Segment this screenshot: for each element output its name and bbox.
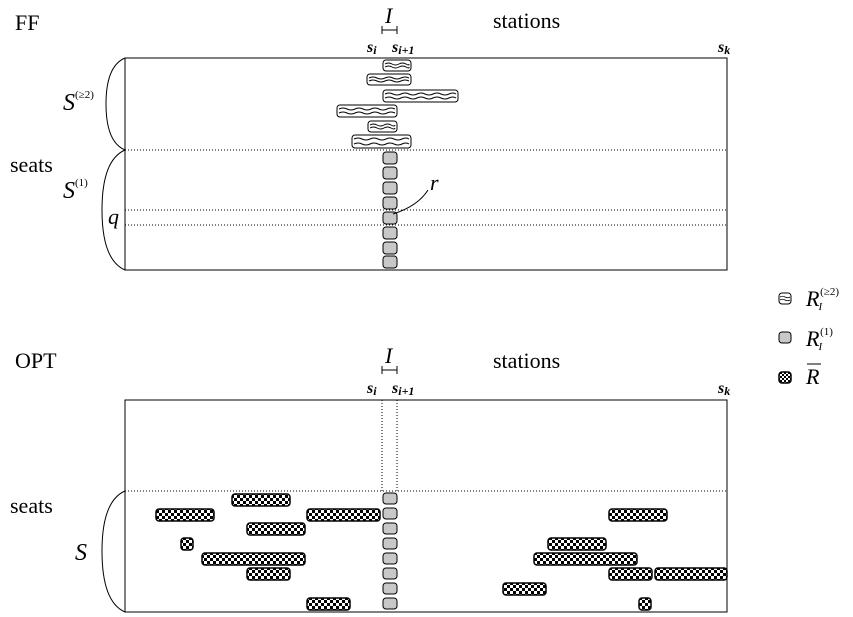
checker-request [608, 567, 653, 581]
opt-station-si1: si+1 [391, 380, 414, 398]
checker-request [654, 567, 728, 581]
svg-text:RI(≥2): RI(≥2) [805, 286, 839, 313]
checker-request [533, 552, 638, 566]
opt-panel: OPT stations I si si+1 sk seats S [10, 343, 730, 613]
wavy-request [382, 89, 459, 103]
gray-request [382, 507, 398, 520]
gray-request [382, 166, 398, 180]
opt-group-label: S [75, 540, 87, 566]
gray-request [382, 226, 398, 240]
gray-request [382, 567, 398, 580]
ff-lower-brace [101, 149, 126, 271]
checker-request [201, 552, 306, 566]
gray-request [382, 151, 398, 165]
gray-request [382, 196, 398, 210]
ff-seats-label: seats [10, 152, 53, 177]
gray-request [382, 492, 398, 505]
opt-seats-label: seats [10, 493, 53, 518]
opt-title: OPT [15, 348, 57, 373]
checker-request [547, 537, 607, 551]
checker-request [502, 582, 547, 596]
opt-gray-requests [382, 492, 398, 610]
ff-seat-box [124, 57, 728, 271]
ff-interval-label: I [384, 3, 394, 28]
opt-stations-label: stations [493, 348, 560, 373]
opt-station-si: si [366, 380, 377, 398]
ff-stations-label: stations [493, 8, 560, 33]
ff-panel: FF stations I si si+1 sk S(≥2) seats S(1… [10, 3, 730, 271]
gray-request [382, 522, 398, 535]
ff-title: FF [15, 10, 39, 35]
ff-station-si: si [366, 39, 377, 57]
ff-q-label: q [108, 204, 119, 229]
opt-checker-requests [155, 493, 728, 611]
opt-seat-brace [101, 490, 126, 613]
ff-station-sk: sk [717, 39, 730, 57]
checker-request [246, 522, 306, 536]
checker-request [306, 508, 381, 522]
ff-r-pointer [392, 189, 429, 215]
checker-request [638, 597, 652, 611]
gray-request [382, 552, 398, 565]
legend-item-gray: RI(1) [778, 326, 833, 353]
wavy-request [351, 134, 412, 149]
opt-station-sk: sk [717, 380, 730, 398]
ff-station-si1: si+1 [391, 39, 414, 57]
ff-upper-brace [105, 57, 126, 151]
legend-item-wavy: RI(≥2) [778, 286, 839, 313]
wavy-request [366, 73, 412, 86]
gray-request [382, 181, 398, 195]
gray-request-r [382, 211, 398, 225]
ff-r-label: r [430, 170, 439, 195]
ff-upper-group-label: S(≥2) [63, 89, 94, 116]
ff-wavy-requests [336, 59, 459, 149]
ff-interval-marker: I [381, 3, 398, 34]
svg-text:RI(1): RI(1) [805, 326, 833, 353]
gray-request [382, 582, 398, 595]
legend-item-checker: R [778, 363, 821, 389]
wavy-request [367, 120, 398, 133]
checker-request [306, 597, 351, 611]
gray-request [382, 597, 398, 610]
svg-text:R: R [805, 364, 820, 389]
checker-request [231, 493, 291, 507]
checker-request [155, 508, 215, 522]
checker-request [608, 508, 668, 522]
checker-request [180, 537, 194, 551]
gray-request [382, 241, 398, 255]
ff-lower-group-label: S(1) [63, 177, 88, 204]
gray-request [382, 255, 398, 269]
wavy-request [382, 59, 412, 72]
wavy-request [336, 104, 398, 118]
opt-interval-label: I [384, 343, 394, 368]
opt-interval-marker: I [381, 343, 398, 374]
gray-request [382, 537, 398, 550]
checker-request [246, 567, 291, 581]
legend: RI(≥2) RI(1) R [778, 286, 839, 389]
ff-gray-requests [382, 151, 398, 269]
opt-seat-box [124, 399, 728, 613]
